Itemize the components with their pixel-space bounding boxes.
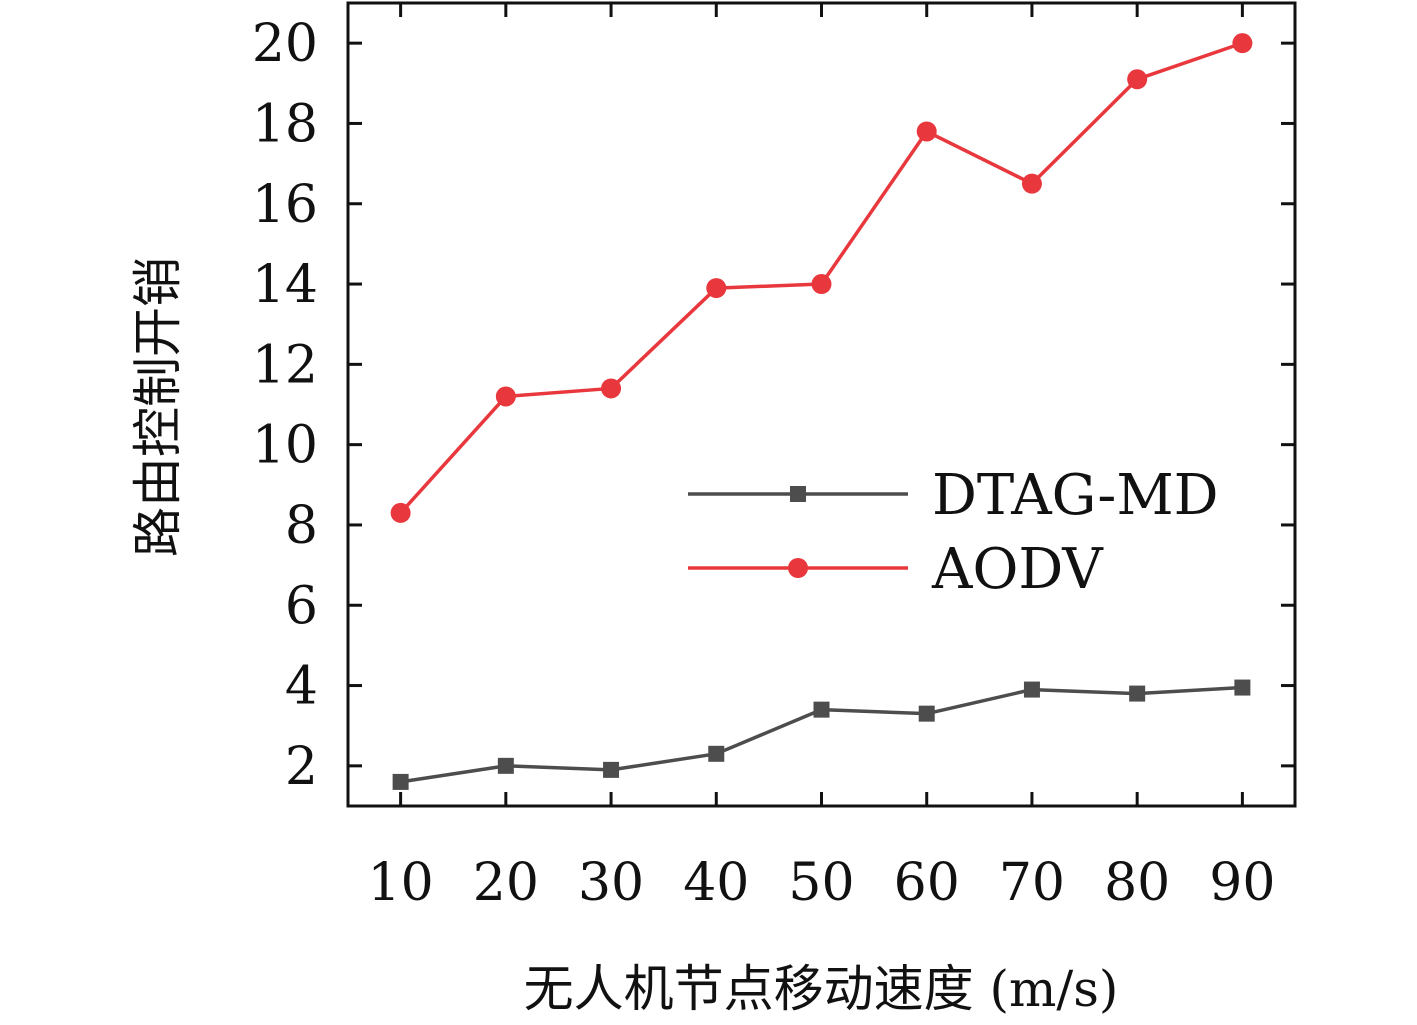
data-point-dtag-md xyxy=(708,745,725,762)
x-tick-label: 20 xyxy=(473,853,539,913)
y-tick-label: 4 xyxy=(285,657,318,717)
y-tick-label: 20 xyxy=(252,14,318,74)
data-point-aodv xyxy=(916,121,937,142)
data-point-aodv xyxy=(706,278,727,299)
data-point-aodv xyxy=(811,274,832,295)
data-point-aodv xyxy=(390,502,411,523)
data-point-dtag-md xyxy=(497,757,514,774)
x-tick-label: 40 xyxy=(683,853,749,913)
x-tick-label: 70 xyxy=(999,853,1065,913)
data-point-aodv xyxy=(495,386,516,407)
data-point-dtag-md xyxy=(1234,679,1251,696)
series-layer xyxy=(390,33,1253,790)
y-tick-label: 6 xyxy=(285,576,318,636)
data-point-aodv xyxy=(601,378,622,399)
x-tick-label: 90 xyxy=(1209,853,1275,913)
x-axis-label: 无人机节点移动速度 (m/s) xyxy=(524,960,1119,1018)
data-point-dtag-md xyxy=(603,761,620,778)
y-axis-ticks: 2 4 6 8 10 12 14 16 18 20 xyxy=(252,14,1295,797)
data-point-aodv xyxy=(1127,69,1148,90)
data-point-dtag-md xyxy=(1129,685,1146,702)
legend-label-dtag-md: DTAG-MD xyxy=(932,463,1219,528)
x-tick-label: 30 xyxy=(578,853,644,913)
data-point-dtag-md xyxy=(392,773,409,790)
legend: DTAG-MD AODV xyxy=(688,463,1219,602)
legend-marker-dtag-md xyxy=(790,486,806,502)
x-tick-label: 50 xyxy=(788,853,854,913)
legend-marker-aodv xyxy=(788,558,808,578)
data-point-aodv xyxy=(1021,173,1042,194)
data-point-aodv xyxy=(1232,33,1253,54)
y-tick-label: 10 xyxy=(252,416,318,476)
legend-label-aodv: AODV xyxy=(931,537,1104,602)
y-tick-label: 14 xyxy=(252,255,318,315)
x-tick-label: 80 xyxy=(1104,853,1170,913)
y-axis-label: 路由控制开销 xyxy=(129,257,187,557)
y-tick-label: 16 xyxy=(252,175,318,235)
y-tick-label: 18 xyxy=(252,94,318,154)
x-axis-ticks: 10 20 30 40 50 60 70 80 90 xyxy=(368,3,1275,913)
data-point-dtag-md xyxy=(813,701,830,718)
y-tick-label: 2 xyxy=(285,737,318,797)
data-point-dtag-md xyxy=(918,705,935,722)
y-tick-label: 12 xyxy=(252,335,318,395)
plot-frame xyxy=(346,1,1297,808)
y-tick-label: 8 xyxy=(285,496,318,556)
data-point-dtag-md xyxy=(1023,681,1040,698)
x-tick-label: 60 xyxy=(894,853,960,913)
x-tick-label: 10 xyxy=(368,853,434,913)
